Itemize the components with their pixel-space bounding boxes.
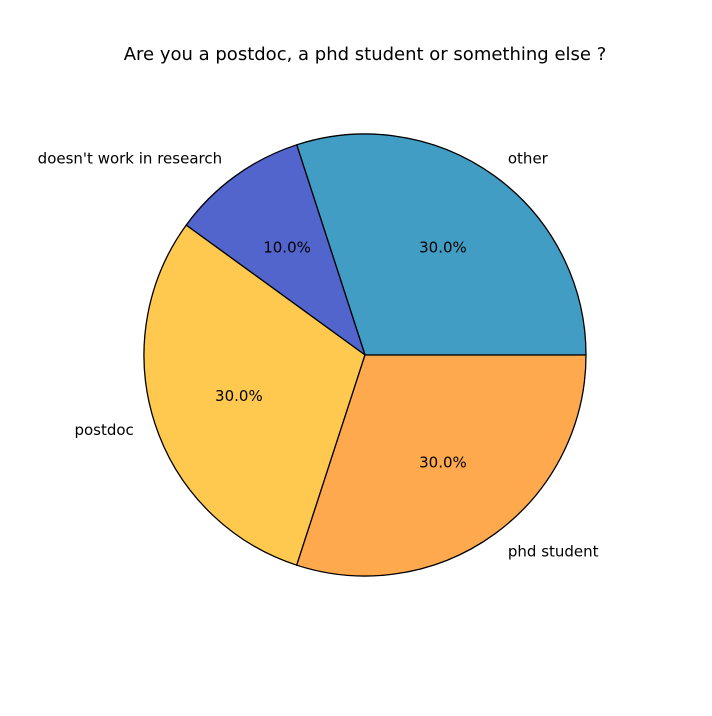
slice-label-postdoc: postdoc [74, 421, 133, 439]
pie-slice-phd-student [296, 354, 587, 577]
slice-label-other: other [508, 149, 549, 167]
pie-slices [143, 133, 587, 577]
percent-label-doesn-t-work-in-research: 10.0% [263, 239, 311, 257]
pie-slice-doesn-t-work-in-research [185, 144, 366, 356]
percent-label-other: 30.0% [419, 239, 467, 257]
percent-label-phd-student: 30.0% [419, 453, 467, 471]
pie-labels: other 30.0% doesn't work in research 10.0% p… [38, 149, 599, 560]
chart-title: Are you a postdoc, a phd student or some… [124, 44, 607, 65]
slice-label-phd-student: phd student [508, 543, 599, 561]
slice-label-doesn-t-work-in-research: doesn't work in research [38, 149, 222, 167]
pie-slice-postdoc [143, 224, 366, 566]
pie-slice-other [296, 133, 587, 356]
percent-label-postdoc: 30.0% [215, 387, 263, 405]
